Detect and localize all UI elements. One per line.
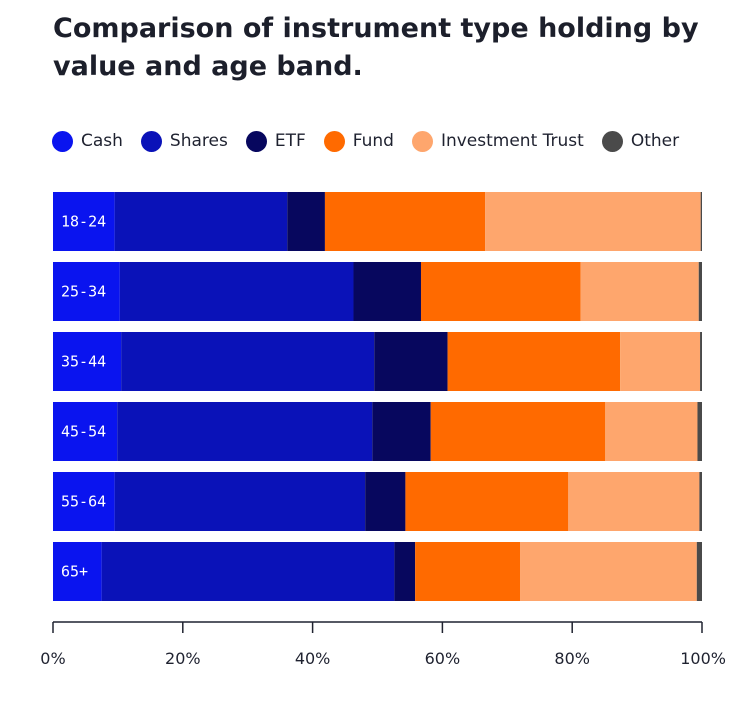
legend-swatch (245, 130, 267, 152)
x-tick-label: 20% (165, 649, 201, 668)
legend-swatch (140, 130, 162, 152)
bar-segment-shares (119, 262, 354, 321)
category-label: 55-64 (61, 493, 106, 511)
bar-segment-cash (53, 542, 102, 601)
category-label: 45-54 (61, 423, 106, 441)
bar-segment-shares (117, 402, 373, 461)
bar-group: 55-64 (53, 472, 702, 531)
bar-segment-other (696, 542, 702, 601)
legend: Cash Shares ETF Fund Investment Trust Other (52, 128, 679, 154)
bar-segment-other (698, 262, 702, 321)
legend-label: Investment Trust (440, 131, 584, 151)
legend-item: Shares (140, 130, 228, 152)
bar-segment-fund (324, 192, 486, 251)
bar-segment-shares (121, 332, 375, 391)
bar-segment-etf (394, 542, 416, 601)
bar-segment-investment-trust (580, 262, 699, 321)
bar-segment-shares (101, 542, 395, 601)
bar-group: 35-44 (53, 332, 702, 391)
x-tick-label: 0% (40, 649, 65, 668)
legend-item: Fund (323, 130, 394, 152)
chart-title: Comparison of instrument type holding by… (53, 13, 699, 82)
x-tick-label: 40% (295, 649, 331, 668)
bar-segment-investment-trust (568, 472, 700, 531)
bar-segment-etf (287, 192, 325, 251)
category-label: 18-24 (61, 213, 106, 231)
legend-label: Shares (169, 131, 228, 151)
bar-segment-shares (114, 472, 366, 531)
bar-segment-other (699, 472, 702, 531)
bar-segment-fund (420, 262, 581, 321)
bar-segment-fund (447, 332, 621, 391)
category-label: 25-34 (61, 283, 106, 301)
bar-group: 65+ (53, 542, 702, 601)
x-tick-label: 100% (680, 649, 726, 668)
bar-segment-cash (53, 332, 122, 391)
legend-item: Other (601, 130, 680, 152)
x-tick-label: 60% (425, 649, 461, 668)
legend-swatch (601, 130, 623, 152)
bar-group: 25-34 (53, 262, 702, 321)
bar-segment-cash (53, 472, 115, 531)
bar-segment-fund (405, 472, 569, 531)
bar-segment-investment-trust (605, 402, 698, 461)
legend-item: ETF (245, 130, 306, 152)
legend-swatch (323, 130, 345, 152)
legend-label: Cash (81, 131, 123, 151)
legend-label: Other (630, 131, 680, 151)
bar-segment-cash (53, 402, 118, 461)
bar-segment-etf (374, 332, 448, 391)
bar-segment-fund (415, 542, 521, 601)
x-tick-label: 80% (554, 649, 590, 668)
bar-group: 45-54 (53, 402, 702, 461)
bar-segment-cash (53, 192, 115, 251)
bar-group: 18-24 (53, 192, 702, 251)
bar-segment-investment-trust (520, 542, 697, 601)
category-label: 65+ (61, 563, 88, 581)
legend-item: Investment Trust (411, 130, 584, 152)
legend-swatch (52, 130, 73, 152)
bar-segment-shares (114, 192, 288, 251)
bar-segment-other (697, 402, 702, 461)
bar-segment-etf (353, 262, 421, 321)
legend-label: Fund (352, 131, 394, 151)
bar-segment-cash (53, 262, 120, 321)
bar-segment-etf (365, 472, 406, 531)
legend-swatch (411, 130, 433, 152)
bar-segment-investment-trust (485, 192, 701, 251)
bar-segment-fund (430, 402, 606, 461)
bar-segment-other (700, 192, 702, 251)
category-label: 35-44 (61, 353, 106, 371)
bar-segment-other (700, 332, 702, 391)
legend-item: Cash (52, 130, 123, 152)
bar-segment-investment-trust (620, 332, 701, 391)
legend-label: ETF (274, 131, 306, 151)
bar-segment-etf (372, 402, 431, 461)
